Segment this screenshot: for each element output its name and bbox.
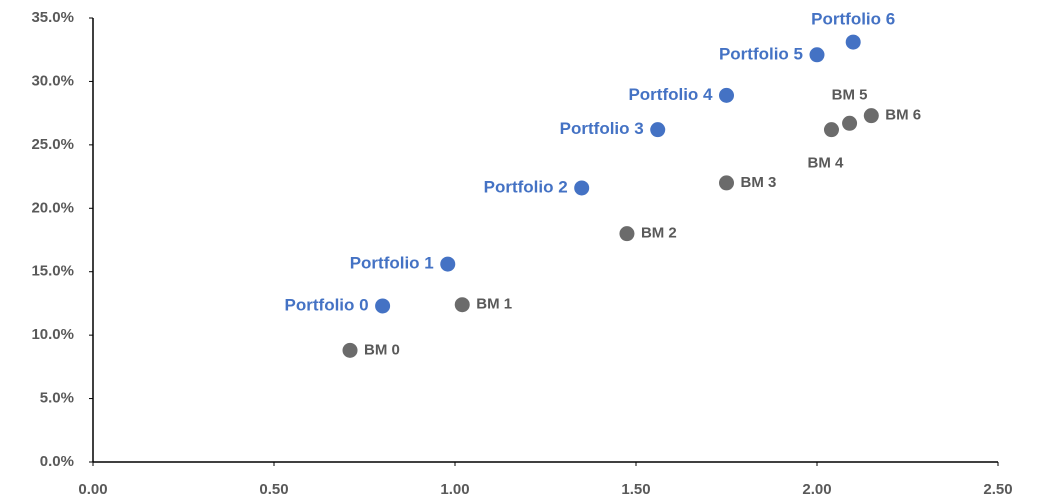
point-label: BM 2 [641, 225, 677, 242]
y-tick-label: 0.0% [40, 453, 74, 470]
point [454, 297, 470, 313]
point [440, 256, 456, 272]
point-label: Portfolio 5 [719, 44, 803, 63]
y-tick-label: 35.0% [31, 9, 74, 26]
y-tick-label: 10.0% [31, 326, 74, 343]
y-tick-label: 15.0% [31, 263, 74, 280]
x-tick-label: 2.00 [802, 481, 831, 498]
x-tick-label: 1.00 [440, 481, 469, 498]
point [650, 122, 666, 138]
point-label: BM 4 [808, 155, 844, 172]
x-tick-label: 0.50 [259, 481, 288, 498]
point-label: Portfolio 4 [628, 85, 713, 104]
point-label: Portfolio 6 [811, 10, 895, 29]
x-tick-label: 0.00 [78, 481, 107, 498]
point [809, 47, 825, 63]
y-tick-label: 20.0% [31, 199, 74, 216]
point [342, 342, 358, 358]
y-tick-label: 30.0% [31, 72, 74, 89]
point [845, 34, 861, 50]
point [619, 226, 635, 242]
point [823, 122, 839, 138]
point [719, 87, 734, 103]
point [719, 175, 734, 191]
point-label: BM 1 [476, 296, 512, 313]
y-tick-label: 25.0% [31, 136, 74, 153]
point [863, 108, 879, 124]
point [574, 180, 590, 196]
point-label: Portfolio 2 [484, 177, 568, 196]
y-tick-label: 5.0% [40, 390, 74, 407]
point-label: BM 3 [741, 174, 777, 191]
point-label: Portfolio 1 [350, 254, 434, 273]
x-tick-label: 2.50 [983, 481, 1012, 498]
point [842, 115, 858, 131]
point-label: Portfolio 0 [285, 295, 369, 314]
x-tick-label: 1.50 [621, 481, 650, 498]
point [375, 298, 391, 314]
point-label: BM 6 [885, 107, 921, 124]
point-label: BM 0 [364, 341, 400, 358]
point-label: BM 5 [832, 86, 868, 103]
point-label: Portfolio 3 [560, 119, 644, 138]
